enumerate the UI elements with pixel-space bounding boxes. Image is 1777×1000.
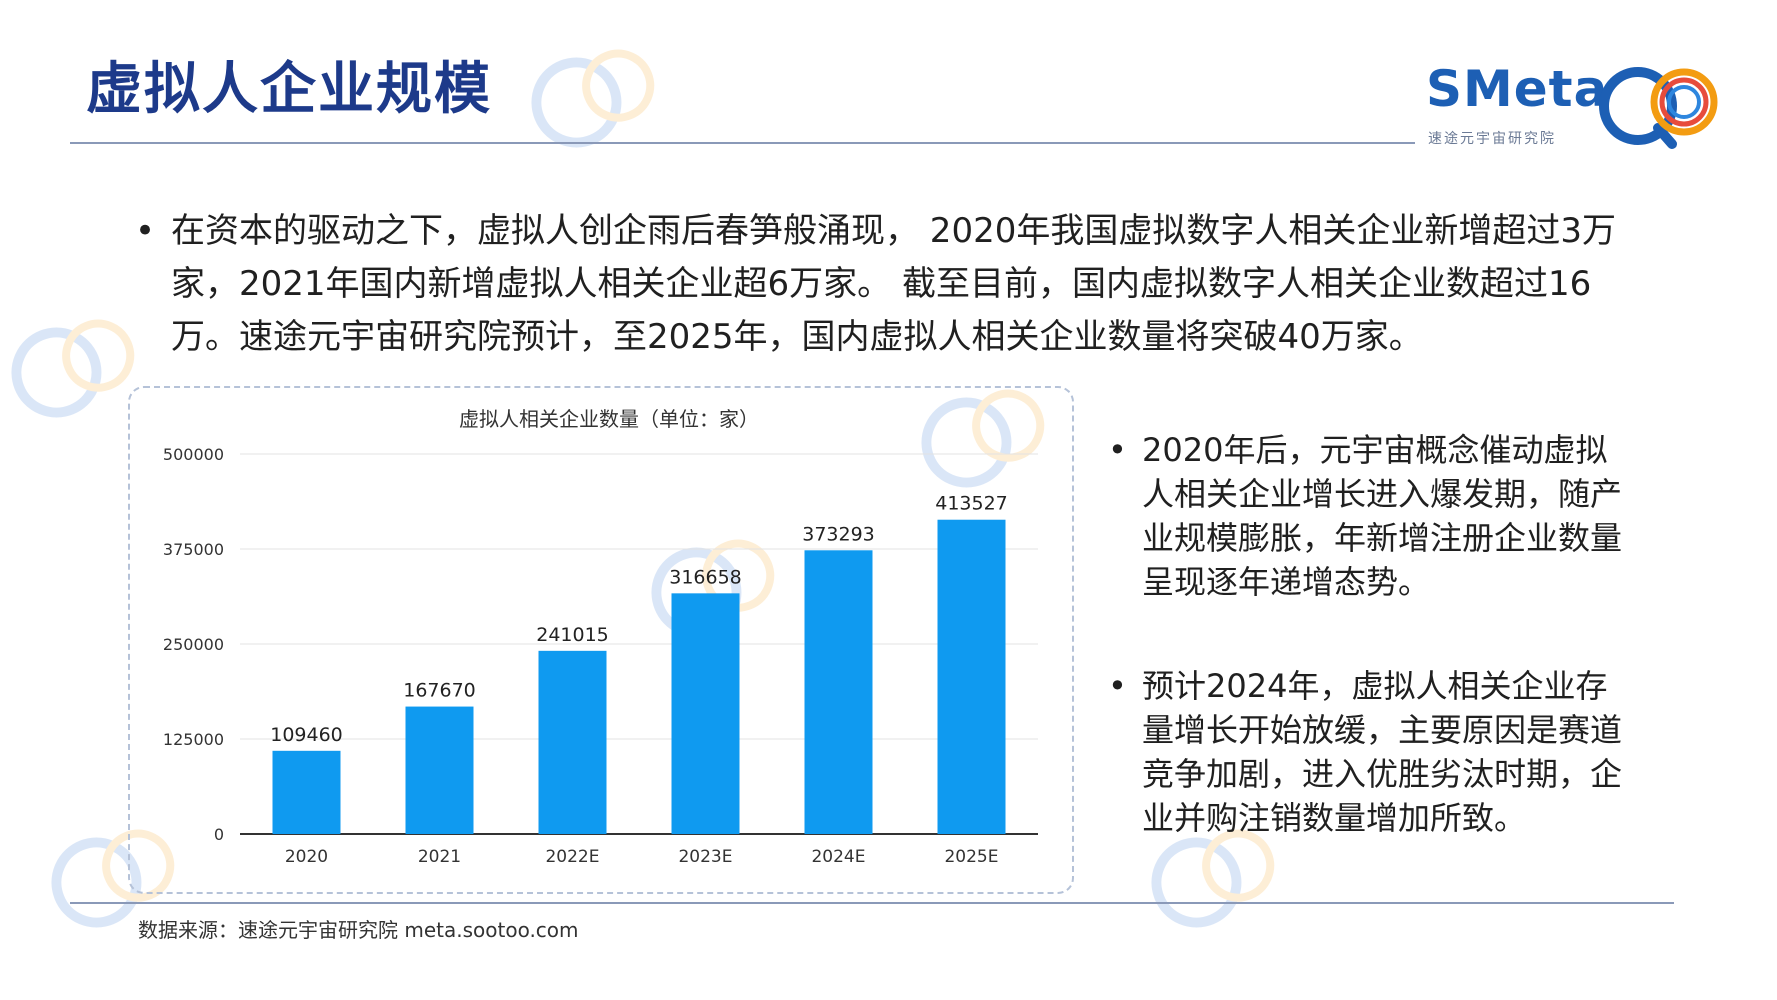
bar-value-label: 241015: [536, 624, 609, 646]
bullet-marker: •: [1108, 431, 1127, 469]
x-tick-label: 2023E: [678, 847, 732, 867]
data-source: 数据来源：速途元宇宙研究院 meta.sootoo.com: [138, 918, 579, 942]
smeta-logo-icon: [1592, 58, 1732, 162]
y-tick-label: 500000: [163, 445, 224, 464]
bullet-marker: •: [1108, 667, 1127, 705]
smeta-logo: SMeta 速途元宇宙研究院: [1422, 58, 1732, 158]
x-tick-label: 2021: [418, 847, 461, 867]
y-tick-label: 375000: [163, 540, 224, 559]
logo-text: SMeta: [1426, 60, 1609, 118]
y-tick-label: 250000: [163, 635, 224, 654]
bullet-marker: •: [135, 211, 156, 251]
y-tick-label: 0: [214, 825, 224, 844]
bar: [538, 650, 607, 834]
bar: [405, 706, 474, 834]
bar: [272, 750, 341, 834]
bar-value-label: 167670: [403, 680, 476, 702]
bar-value-label: 109460: [270, 724, 343, 746]
side-notes: • 2020年后，元宇宙概念催动虚拟人相关企业增长进入爆发期，随产业规模膨胀，年…: [1108, 428, 1628, 840]
intro-paragraph: • 在资本的驱动之下，虚拟人创企雨后春笋般涌现， 2020年我国虚拟数字人相关企…: [135, 205, 1655, 364]
bar-value-label: 316658: [669, 566, 742, 588]
watermark-icon: [505, 16, 685, 174]
y-tick-label: 125000: [163, 730, 224, 749]
bar-value-label: 413527: [935, 493, 1008, 515]
side-note-text: 2020年后，元宇宙概念催动虚拟人相关企业增长进入爆发期，随产业规模膨胀，年新增…: [1142, 431, 1623, 601]
bar: [804, 550, 873, 834]
side-note-1: • 2020年后，元宇宙概念催动虚拟人相关企业增长进入爆发期，随产业规模膨胀，年…: [1108, 428, 1628, 604]
logo-subtitle: 速途元宇宙研究院: [1428, 131, 1556, 147]
bar-chart: 虚拟人相关企业数量（单位：家） 0 125000 250000 375000 500000…: [163, 407, 1038, 867]
chart-title: 虚拟人相关企业数量（单位：家）: [459, 407, 759, 431]
intro-text: 在资本的驱动之下，虚拟人创企雨后春笋般涌现， 2020年我国虚拟数字人相关企业新…: [171, 211, 1616, 357]
side-note-2: • 预计2024年，虚拟人相关企业存量增长开始放缓，主要原因是赛道竞争加剧，进入…: [1108, 664, 1628, 840]
title-divider: [70, 142, 1415, 144]
bar: [671, 593, 740, 834]
bar-value-label: 373293: [802, 523, 875, 545]
footer-divider: [70, 902, 1674, 904]
x-tick-label: 2025E: [944, 847, 998, 867]
page-title: 虚拟人企业规模: [86, 57, 492, 122]
x-tick-label: 2020: [285, 847, 328, 867]
bar: [937, 519, 1006, 834]
x-tick-label: 2024E: [811, 847, 865, 867]
side-note-text: 预计2024年，虚拟人相关企业存量增长开始放缓，主要原因是赛道竞争加剧，进入优胜…: [1142, 667, 1623, 837]
x-tick-label: 2022E: [545, 847, 599, 867]
chart-container: 虚拟人相关企业数量（单位：家） 0 125000 250000 375000 500000…: [128, 386, 1074, 894]
